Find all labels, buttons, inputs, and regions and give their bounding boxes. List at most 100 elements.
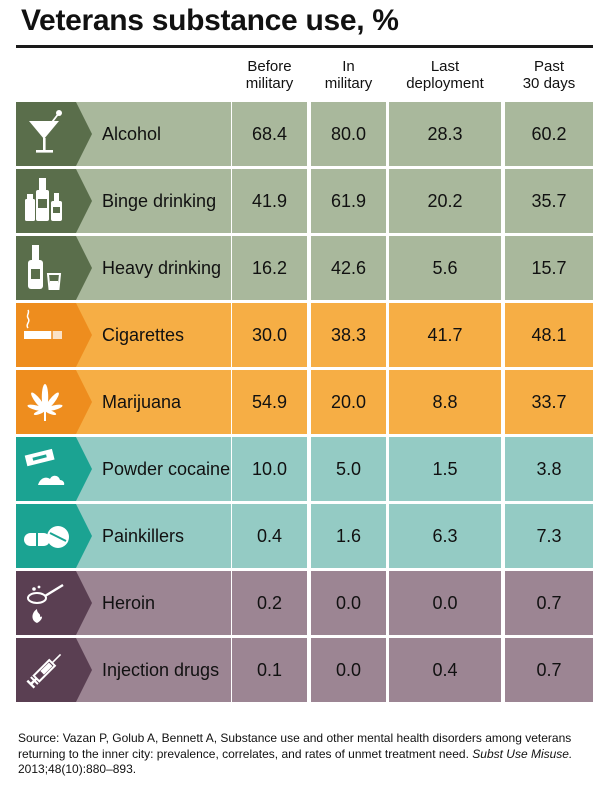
source-journal: Subst Use Misuse.: [472, 746, 573, 761]
title-rule: [16, 45, 593, 48]
row-label-cell: Marijuana: [93, 370, 231, 434]
data-value: 30.0: [251, 324, 288, 345]
value-cell: 35.7: [505, 169, 593, 233]
row-label-cell: Painkillers: [93, 504, 231, 568]
razor-blade-powder-icon: [16, 437, 93, 501]
data-value: 5.6: [432, 257, 458, 278]
data-value: 41.9: [251, 190, 288, 211]
row-label: Painkillers: [102, 525, 185, 546]
value-cell: 0.0: [389, 571, 501, 635]
data-value: 54.9: [251, 391, 288, 412]
value-cell: 0.4: [389, 638, 501, 702]
data-value: 1.5: [432, 458, 458, 479]
row-label: Heroin: [102, 592, 156, 613]
value-cell: 54.9: [232, 370, 307, 434]
data-value: 68.4: [251, 123, 288, 144]
source-text: Source: Vazan P, Golub A, Bennett A, Sub…: [18, 731, 572, 761]
data-value: 1.6: [335, 525, 362, 546]
value-cell: 10.0: [232, 437, 307, 501]
data-value: 41.7: [427, 324, 463, 345]
value-cell: 20.0: [311, 370, 386, 434]
data-value: 38.3: [330, 324, 367, 345]
row-label-cell: Alcohol: [93, 102, 231, 166]
data-value: 10.0: [251, 458, 288, 479]
value-cell: 6.3: [389, 504, 501, 568]
value-cell: 0.2: [232, 571, 307, 635]
value-cell: 15.7: [505, 236, 593, 300]
value-cell: 0.7: [505, 638, 593, 702]
data-value: 33.7: [531, 391, 567, 412]
value-cell: 20.2: [389, 169, 501, 233]
martini-glass-icon: [16, 102, 93, 166]
value-cell: 5.6: [389, 236, 501, 300]
chart-title: Veterans substance use, %: [21, 4, 399, 37]
value-cell: 0.0: [311, 571, 386, 635]
data-value: 6.3: [432, 525, 458, 546]
data-value: 7.3: [536, 525, 562, 546]
value-cell: 7.3: [505, 504, 593, 568]
table-row: Alcohol 68.4 80.0 28.3 60.2: [16, 102, 593, 166]
value-cell: 1.5: [389, 437, 501, 501]
value-cell: 8.8: [389, 370, 501, 434]
data-value: 15.7: [531, 257, 567, 278]
data-value: 35.7: [531, 190, 567, 211]
table-row: Marijuana 54.9 20.0 8.8 33.7: [16, 370, 593, 434]
pills-icon: [16, 504, 93, 568]
bottles-icon: [16, 169, 93, 233]
data-value: 20.0: [330, 391, 367, 412]
data-value: 61.9: [330, 190, 367, 211]
value-cell: 0.4: [232, 504, 307, 568]
value-cell: 1.6: [311, 504, 386, 568]
row-label-cell: Powder cocaine: [93, 437, 231, 501]
value-cell: 41.9: [232, 169, 307, 233]
bottle-and-glass-icon: [16, 236, 93, 300]
value-cell: 5.0: [311, 437, 386, 501]
data-value: 8.8: [432, 391, 458, 412]
data-value: 0.4: [256, 525, 283, 546]
table-row: Painkillers 0.4 1.6 6.3 7.3: [16, 504, 593, 568]
column-header: In military: [324, 58, 373, 92]
row-label: Injection drugs: [102, 659, 220, 680]
data-value: 60.2: [531, 123, 567, 144]
row-label: Binge drinking: [102, 190, 217, 211]
column-header: Before military: [245, 58, 294, 92]
row-label: Alcohol: [102, 123, 162, 144]
value-cell: 33.7: [505, 370, 593, 434]
value-cell: 28.3: [389, 102, 501, 166]
data-value: 0.0: [335, 659, 362, 680]
row-label-cell: Binge drinking: [93, 169, 231, 233]
data-value: 0.1: [256, 659, 283, 680]
value-cell: 38.3: [311, 303, 386, 367]
data-value: 48.1: [531, 324, 567, 345]
data-value: 80.0: [330, 123, 367, 144]
column-header: Past 30 days: [522, 58, 576, 92]
data-value: 0.2: [256, 592, 283, 613]
row-label: Powder cocaine: [102, 458, 231, 479]
data-value: 5.0: [335, 458, 362, 479]
cigarette-icon: [16, 303, 93, 367]
source-citation: 2013;48(10):880–893.: [18, 762, 137, 776]
value-cell: 80.0: [311, 102, 386, 166]
row-label: Marijuana: [102, 391, 182, 412]
value-cell: 30.0: [232, 303, 307, 367]
value-cell: 3.8: [505, 437, 593, 501]
data-value: 0.0: [432, 592, 458, 613]
value-cell: 60.2: [505, 102, 593, 166]
value-cell: 0.1: [232, 638, 307, 702]
value-cell: 16.2: [232, 236, 307, 300]
cannabis-leaf-icon: [16, 370, 93, 434]
value-cell: 61.9: [311, 169, 386, 233]
value-cell: 68.4: [232, 102, 307, 166]
data-value: 20.2: [427, 190, 463, 211]
data-value: 28.3: [427, 123, 463, 144]
table-row: Injection drugs 0.1 0.0 0.4 0.7: [16, 638, 593, 702]
table-row: Powder cocaine 10.0 5.0 1.5 3.8: [16, 437, 593, 501]
row-label-cell: Cigarettes: [93, 303, 231, 367]
table-row: Heroin 0.2 0.0 0.0 0.7: [16, 571, 593, 635]
value-cell: 42.6: [311, 236, 386, 300]
row-label-cell: Injection drugs: [93, 638, 231, 702]
spoon-flame-icon: [16, 571, 93, 635]
data-value: 0.0: [335, 592, 362, 613]
value-cell: 0.0: [311, 638, 386, 702]
data-value: 3.8: [536, 458, 562, 479]
